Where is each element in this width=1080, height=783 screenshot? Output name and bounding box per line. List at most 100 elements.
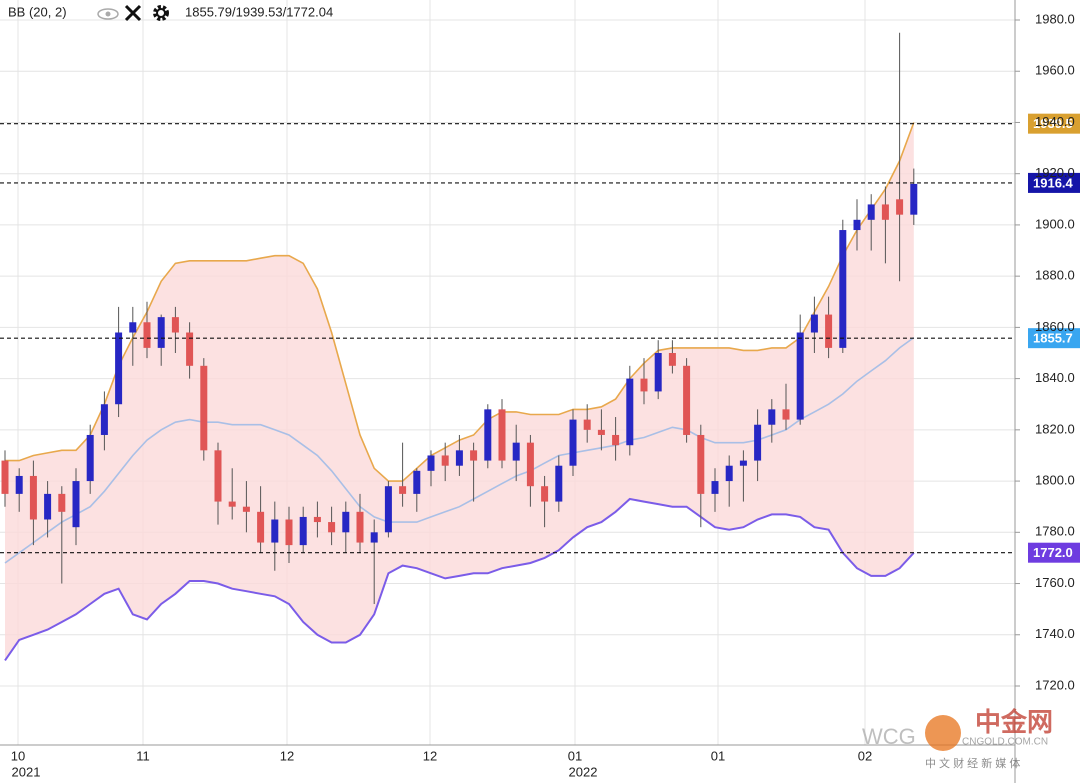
- candle-body: [754, 424, 762, 461]
- candle-body: [796, 332, 804, 420]
- x-tick-sublabel: 2022: [569, 764, 598, 779]
- y-tick-label: 1920.0: [1035, 165, 1075, 180]
- y-tick-label: 1880.0: [1035, 268, 1075, 283]
- price-badge-label: 1772.0: [1033, 545, 1073, 560]
- x-tick-sublabel: 2021: [12, 764, 41, 779]
- candles: [1, 32, 918, 605]
- axes: 1720.0 1740.0 1760.0 1780.0 1800.0 1820.0 1840…: [11, 11, 1075, 779]
- candle-body: [72, 481, 80, 528]
- candle-body: [810, 314, 818, 333]
- candle-body: [626, 378, 634, 446]
- close-icon[interactable]: [124, 4, 142, 22]
- candle-body: [881, 204, 889, 220]
- candle-body: [512, 442, 520, 461]
- candle-body: [29, 475, 37, 520]
- legend: BB (20, 2) 1855.79/1939.53/1772.04: [8, 4, 333, 22]
- candle-body: [86, 434, 94, 482]
- x-tick-label: 02: [858, 748, 872, 763]
- price-badge-label: 1916.4: [1033, 175, 1074, 190]
- candle-body: [370, 532, 378, 543]
- candle-body: [782, 409, 790, 420]
- indicator-values: 1855.79/1939.53/1772.04: [185, 4, 333, 19]
- candle-body: [683, 365, 691, 435]
- candle-body: [612, 434, 620, 446]
- candle-body: [356, 511, 364, 543]
- candle-body: [654, 353, 662, 392]
- candle-body: [668, 353, 676, 366]
- candle-body: [171, 317, 179, 333]
- candle-body: [413, 470, 421, 494]
- candle-body: [186, 332, 194, 366]
- band-fill: [5, 122, 914, 661]
- y-tick-label: 1820.0: [1035, 421, 1075, 436]
- y-tick-label: 1740.0: [1035, 626, 1075, 641]
- price-lines: 1939.5 1916.4 1855.7 1772.0: [0, 113, 1080, 563]
- y-tick-label: 1980.0: [1035, 11, 1075, 26]
- candle-body: [541, 486, 549, 502]
- candle-body: [896, 199, 904, 215]
- band: [4, 122, 915, 661]
- candle-body: [555, 465, 563, 502]
- candle-body: [825, 314, 833, 348]
- candle-body: [441, 455, 449, 466]
- price-badge: [1028, 113, 1080, 134]
- watermark-slogan: 中 文 财 经 新 媒 体: [925, 756, 1020, 770]
- candle-body: [739, 460, 747, 466]
- candle-body: [328, 522, 336, 533]
- y-tick-label: 1900.0: [1035, 216, 1075, 231]
- candle-body: [597, 429, 605, 435]
- candle-body: [725, 465, 733, 482]
- x-tick-label: 10: [11, 748, 25, 763]
- candle-body: [157, 317, 165, 348]
- candle-body: [115, 332, 123, 405]
- candle-body: [427, 455, 435, 471]
- candle-body: [1, 460, 9, 494]
- candle-body: [526, 442, 534, 487]
- candle-body: [257, 511, 265, 543]
- band-line: [4, 497, 915, 661]
- candle-body: [100, 404, 108, 435]
- band-line: [4, 336, 915, 564]
- watermark: WCG 中金网 CNGOLD.COM.CN 中 文 财 经 新 媒 体: [862, 707, 1053, 770]
- candle-body: [384, 486, 392, 533]
- candle-body: [455, 450, 463, 466]
- y-tick-label: 1720.0: [1035, 677, 1075, 692]
- candle-body: [58, 493, 66, 512]
- candle-body: [640, 378, 648, 392]
- price-badge: [1028, 328, 1080, 349]
- candle-body: [44, 493, 52, 520]
- y-tick-label: 1780.0: [1035, 524, 1075, 539]
- candle-body: [242, 506, 250, 512]
- x-tick-label: 01: [711, 748, 725, 763]
- price-badge: [1028, 542, 1080, 563]
- candle-body: [711, 481, 719, 494]
- y-tick-label: 1860.0: [1035, 319, 1075, 334]
- candle-body: [228, 501, 236, 507]
- candle-body: [484, 409, 492, 461]
- x-tick-label: 11: [136, 748, 150, 763]
- price-badge-label: 1939.5: [1033, 116, 1073, 131]
- candle-body: [498, 409, 506, 461]
- candle-body: [214, 450, 222, 502]
- candle-body: [839, 230, 847, 348]
- candle-body: [200, 365, 208, 451]
- watermark-site: 中金网: [975, 707, 1053, 737]
- watermark-brand: WCG: [862, 724, 916, 749]
- candle-body: [697, 434, 705, 494]
- watermark-logo: [925, 715, 961, 751]
- candle-body: [768, 409, 776, 425]
- candle-body: [583, 419, 591, 430]
- eye-icon[interactable]: [97, 8, 119, 20]
- x-tick-label: 12: [280, 748, 294, 763]
- settings-icon[interactable]: [153, 5, 169, 21]
- watermark-domain: CNGOLD.COM.CN: [962, 737, 1048, 748]
- y-tick-label: 1840.0: [1035, 370, 1075, 385]
- candle-body: [129, 322, 137, 333]
- candle-body: [569, 419, 577, 466]
- candle-body: [271, 519, 279, 543]
- y-tick-label: 1940.0: [1035, 114, 1075, 129]
- y-tick-label: 1800.0: [1035, 473, 1075, 488]
- y-tick-label: 1960.0: [1035, 63, 1075, 78]
- price-badge: [1028, 172, 1080, 193]
